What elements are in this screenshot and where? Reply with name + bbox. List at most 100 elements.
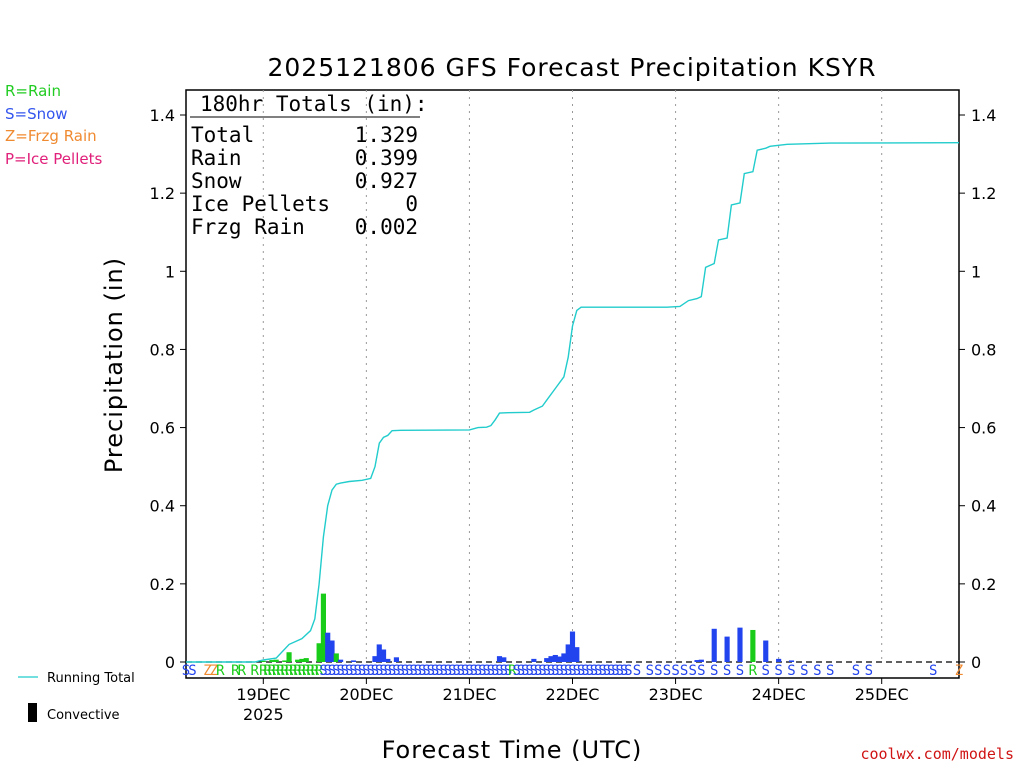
precip-type-letter: S <box>607 663 615 679</box>
precip-bar <box>565 644 571 662</box>
precip-type-letter: S <box>774 663 782 679</box>
precip-type-letter: S <box>517 663 525 679</box>
precip-bar <box>552 654 558 662</box>
precip-bar <box>393 657 400 662</box>
precip-type-letter: S <box>470 663 478 679</box>
precip-bar <box>325 632 331 662</box>
totals-header: 180hr Totals (in): <box>200 92 428 116</box>
precip-type-letter: Z <box>203 663 211 679</box>
precip-bar <box>763 640 769 662</box>
precip-type-letter: S <box>568 663 576 679</box>
precip-type-letter: S <box>435 663 443 679</box>
precip-type-letter: S <box>525 663 533 679</box>
precip-type-letter: S <box>461 663 469 679</box>
precip-type-letter: R <box>298 663 307 679</box>
precip-type-letter: S <box>482 663 490 679</box>
precip-type-letter: S <box>409 663 417 679</box>
y-tick-label-right: 0 <box>971 653 981 672</box>
precip-type-letter: S <box>555 663 563 679</box>
precip-type-letter: S <box>564 663 572 679</box>
precip-type-letter: S <box>624 663 632 679</box>
precip-type-letter: S <box>371 663 379 679</box>
precip-type-letter: S <box>323 663 331 679</box>
totals-frzg-rain-value: 0.002 <box>355 215 418 239</box>
y-tick-label-left: 0.2 <box>150 575 175 594</box>
precip-bar <box>496 656 503 662</box>
precip-type-letter: S <box>654 663 662 679</box>
precip-bar <box>698 659 704 662</box>
precip-type-letter: R <box>749 663 758 679</box>
precip-type-letter: S <box>457 663 465 679</box>
precip-type-letter: Z <box>955 663 963 679</box>
precip-type-letter: S <box>530 663 538 679</box>
convective-swatch <box>28 703 37 722</box>
precip-type-letter: S <box>762 663 770 679</box>
precip-bar <box>338 659 344 662</box>
y-tick-label-right: 0.2 <box>971 575 996 594</box>
legend-ice-pellets: P=Ice Pellets <box>5 150 102 168</box>
precip-type-letter: S <box>663 663 671 679</box>
x-tick-label: 21DEC <box>442 685 496 704</box>
precip-type-letter: S <box>543 663 551 679</box>
y-tick-label-right: 0.6 <box>971 419 996 438</box>
precip-bar <box>320 593 326 662</box>
precip-type-letter: S <box>504 663 512 679</box>
precip-bar <box>548 656 554 662</box>
precip-bar <box>724 636 730 662</box>
precip-type-letter: S <box>448 663 456 679</box>
precip-type-letter: S <box>581 663 589 679</box>
precip-type-letter: S <box>182 663 190 679</box>
precip-bar <box>380 649 387 662</box>
precip-type-letter: S <box>444 663 452 679</box>
precip-bar <box>295 659 301 662</box>
precip-bar <box>376 644 382 662</box>
precip-type-letter: S <box>590 663 598 679</box>
x-tick-label: 24DEC <box>752 685 806 704</box>
totals-frzg-rain-label: Frzg Rain <box>191 215 305 239</box>
precip-type-letter: S <box>865 663 873 679</box>
totals-rain-value: 0.399 <box>355 146 418 170</box>
precip-type-letter: S <box>611 663 619 679</box>
totals-ice-pellets-label: Ice Pellets <box>191 192 330 216</box>
precip-type-letter: S <box>813 663 821 679</box>
y-tick-label-right: 1.2 <box>971 184 996 203</box>
x-axis-label: Forecast Time (UTC) <box>382 736 643 764</box>
precip-type-letter: S <box>787 663 795 679</box>
precip-bar <box>561 653 567 662</box>
totals-total-label: Total <box>191 123 254 147</box>
y-tick-label-left: 0.4 <box>150 497 175 516</box>
precip-type-letter: Z <box>210 663 218 679</box>
precip-type-letter: S <box>577 663 585 679</box>
precip-type-letter: R <box>250 663 259 679</box>
precip-type-letter: S <box>487 663 495 679</box>
precip-bar <box>286 652 292 662</box>
precip-type-letter: R <box>259 663 268 679</box>
credit-text: coolwx.com/models <box>860 745 1014 763</box>
precip-type-letter: S <box>521 663 529 679</box>
precip-type-letter: R <box>285 663 294 679</box>
precip-bar <box>557 656 563 662</box>
precip-bar <box>750 629 756 662</box>
precip-type-letter: S <box>512 663 520 679</box>
totals-snow-value: 0.927 <box>355 169 418 193</box>
precip-bar <box>303 658 309 662</box>
precip-type-letter: S <box>362 663 370 679</box>
precip-bar <box>501 657 507 662</box>
precip-type-letter: S <box>594 663 602 679</box>
precip-type-letter: S <box>358 663 366 679</box>
precip-type-legend: R=Rain S=Snow Z=Frzg Rain P=Ice Pellets <box>5 82 102 168</box>
precip-bar <box>260 660 266 662</box>
precip-type-letter: S <box>680 663 688 679</box>
x-gridlines <box>186 90 959 663</box>
convective-legend: Convective <box>47 708 120 723</box>
precip-type-letter: S <box>500 663 508 679</box>
precip-type-letter: S <box>671 663 679 679</box>
precip-type-letter: S <box>710 663 718 679</box>
precip-type-letter: R <box>293 663 302 679</box>
precip-type-letter: S <box>332 663 340 679</box>
precip-type-letter: S <box>336 663 344 679</box>
totals-total-value: 1.329 <box>355 123 418 147</box>
precip-type-letter: R <box>263 663 272 679</box>
precip-type-letter: R <box>311 663 320 679</box>
precip-type-letter: S <box>633 663 641 679</box>
